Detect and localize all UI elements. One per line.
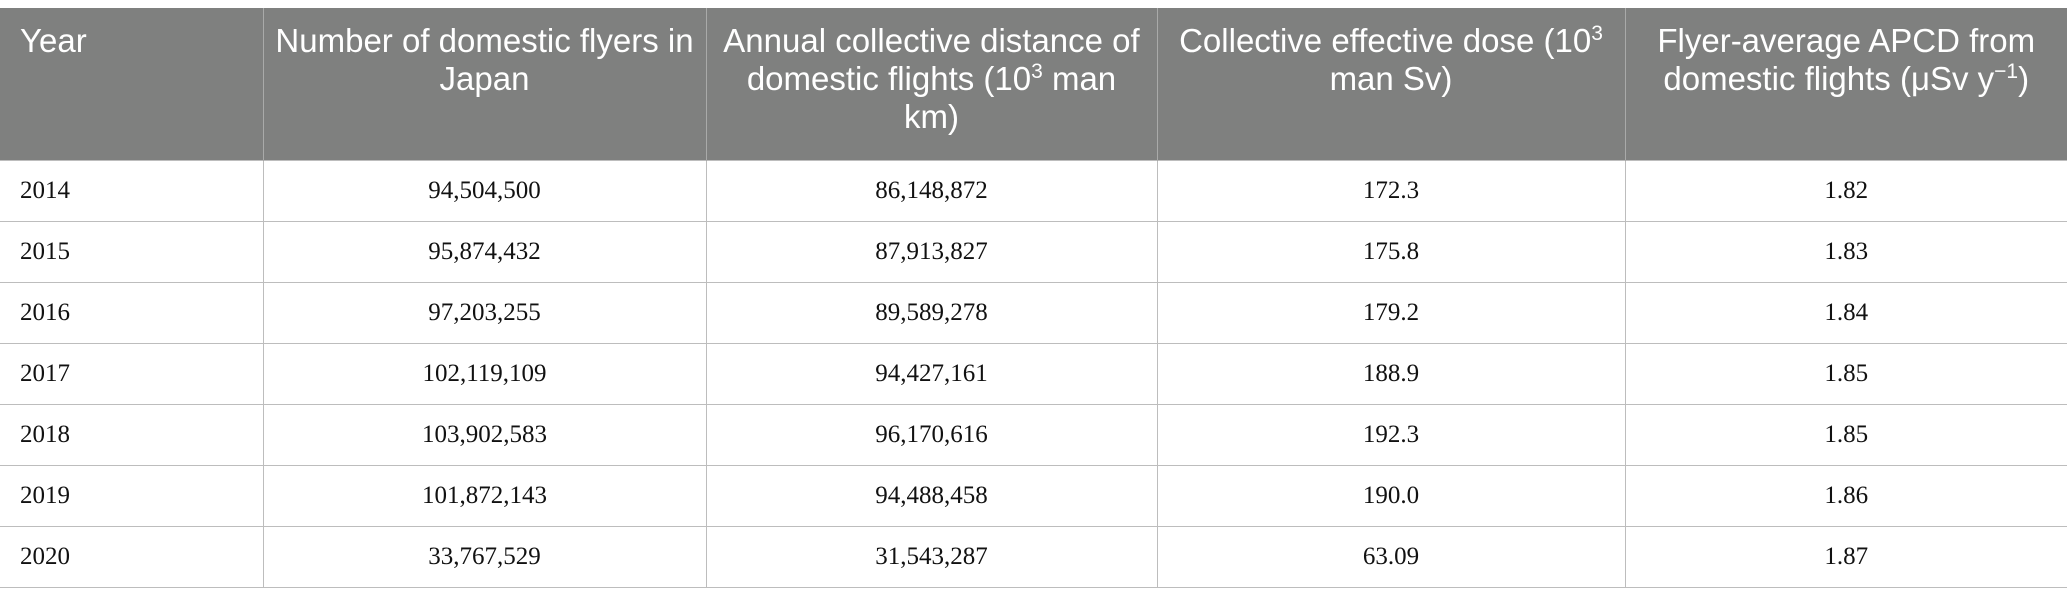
cell-distance: 94,427,161	[706, 342, 1158, 404]
cell-year: 2018	[0, 403, 264, 465]
cell-flyers: 101,872,143	[263, 464, 707, 526]
header-year: Year	[0, 8, 264, 160]
header-dose-unit: man Sv)	[1329, 60, 1453, 97]
header-dose-label: Collective effective dose (10	[1179, 22, 1592, 59]
table-row: 2020 33,767,529 31,543,287 63.09 1.87	[0, 525, 2067, 588]
header-flyers-label: Number of domestic flyers in Japan	[275, 22, 694, 97]
cell-dose: 188.9	[1157, 342, 1626, 404]
cell-dose: 190.0	[1157, 464, 1626, 526]
data-table-container: Year Number of domestic flyers in Japan …	[0, 8, 2067, 588]
table-header: Year Number of domestic flyers in Japan …	[0, 8, 2067, 160]
cell-dose: 172.3	[1157, 159, 1626, 221]
header-dose-superscript: 3	[1591, 22, 1603, 45]
cell-year: 2019	[0, 464, 264, 526]
cell-dose: 179.2	[1157, 281, 1626, 343]
domestic-flights-dose-table: Year Number of domestic flyers in Japan …	[0, 8, 2067, 588]
cell-flyers: 94,504,500	[263, 159, 707, 221]
cell-distance: 96,170,616	[706, 403, 1158, 465]
header-apcd: Flyer-average APCD from domestic flights…	[1625, 8, 2067, 160]
cell-distance: 86,148,872	[706, 159, 1158, 221]
table-row: 2018 103,902,583 96,170,616 192.3 1.85	[0, 403, 2067, 465]
header-distance: Annual collective distance of domestic f…	[706, 8, 1158, 160]
cell-apcd: 1.85	[1625, 342, 2067, 404]
cell-dose: 175.8	[1157, 220, 1626, 282]
cell-dose: 192.3	[1157, 403, 1626, 465]
cell-apcd: 1.83	[1625, 220, 2067, 282]
header-apcd-superscript: −1	[1994, 60, 2019, 83]
cell-flyers: 103,902,583	[263, 403, 707, 465]
cell-flyers: 95,874,432	[263, 220, 707, 282]
table-body: 2014 94,504,500 86,148,872 172.3 1.82 20…	[0, 159, 2067, 588]
header-apcd-unit: )	[2018, 60, 2030, 97]
cell-apcd: 1.86	[1625, 464, 2067, 526]
table-row: 2019 101,872,143 94,488,458 190.0 1.86	[0, 464, 2067, 526]
cell-distance: 89,589,278	[706, 281, 1158, 343]
cell-year: 2014	[0, 159, 264, 221]
cell-apcd: 1.85	[1625, 403, 2067, 465]
cell-flyers: 33,767,529	[263, 525, 707, 588]
table-row: 2015 95,874,432 87,913,827 175.8 1.83	[0, 220, 2067, 282]
header-flyers: Number of domestic flyers in Japan	[263, 8, 707, 160]
header-distance-label: Annual collective distance of domestic f…	[723, 22, 1140, 97]
header-dose: Collective effective dose (103 man Sv)	[1157, 8, 1626, 160]
table-row: 2017 102,119,109 94,427,161 188.9 1.85	[0, 342, 2067, 404]
cell-distance: 31,543,287	[706, 525, 1158, 588]
cell-distance: 94,488,458	[706, 464, 1158, 526]
cell-dose: 63.09	[1157, 525, 1626, 588]
cell-apcd: 1.84	[1625, 281, 2067, 343]
cell-flyers: 102,119,109	[263, 342, 707, 404]
header-apcd-label: Flyer-average APCD from domestic flights…	[1657, 22, 2036, 97]
table-row: 2016 97,203,255 89,589,278 179.2 1.84	[0, 281, 2067, 343]
table-row: 2014 94,504,500 86,148,872 172.3 1.82	[0, 159, 2067, 221]
cell-distance: 87,913,827	[706, 220, 1158, 282]
header-distance-unit: man km)	[904, 60, 1117, 135]
cell-year: 2015	[0, 220, 264, 282]
cell-apcd: 1.82	[1625, 159, 2067, 221]
cell-year: 2020	[0, 525, 264, 588]
header-distance-superscript: 3	[1031, 60, 1043, 83]
cell-year: 2016	[0, 281, 264, 343]
header-row: Year Number of domestic flyers in Japan …	[0, 8, 2067, 160]
cell-apcd: 1.87	[1625, 525, 2067, 588]
cell-flyers: 97,203,255	[263, 281, 707, 343]
cell-year: 2017	[0, 342, 264, 404]
header-year-label: Year	[20, 22, 87, 59]
